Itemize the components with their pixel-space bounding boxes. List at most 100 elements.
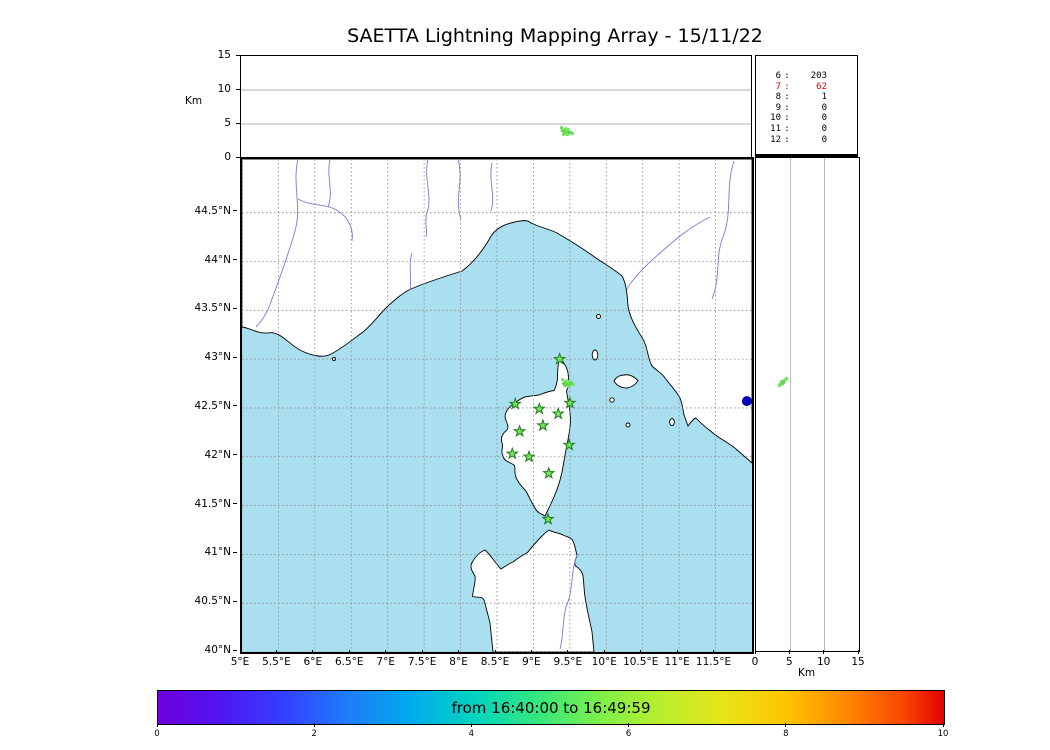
station-count-colon: : [784, 134, 790, 145]
altitude-ticklabel: 15 [851, 656, 865, 668]
map-x-tick [348, 650, 350, 654]
altitude-ticklabel: 5 [224, 117, 231, 129]
map-y-ticklabel: 44.5°N [194, 204, 231, 217]
map-x-ticklabel: 5.5°E [262, 656, 291, 668]
station-count-key: 9 [775, 102, 781, 113]
station-count-row: 7: 62 [766, 82, 827, 93]
station-count-colon: : [784, 123, 790, 134]
altitude-ticklabel: 0 [224, 151, 231, 163]
colorbar-tick [313, 723, 315, 727]
colorbar-ticklabel: 0 [154, 729, 160, 739]
altitude-longitude-panel [240, 55, 752, 158]
map-y-tick [233, 454, 237, 456]
right-panel-flash-points [777, 376, 789, 388]
map-x-ticklabel: 9.5°E [553, 656, 583, 668]
river-line [409, 252, 413, 291]
station-star-marker [551, 406, 565, 420]
station-count-value: 0 [821, 123, 827, 134]
map-x-tick [458, 650, 460, 654]
station-count-key: 7 [775, 81, 781, 92]
map-y-ticklabel: 40°N [204, 644, 231, 656]
blue-dot-marker [741, 396, 752, 407]
station-count-colon: : [784, 71, 790, 81]
river-line [297, 198, 353, 242]
colorbar-ticklabel: 4 [468, 729, 475, 739]
map-extra-markers [741, 396, 752, 407]
map-x-ticklabel: 6°E [303, 656, 323, 668]
map-x-ticklabel: 10°E [591, 656, 617, 668]
colorbar-tick [470, 723, 472, 727]
station-count-value: 0 [821, 134, 827, 145]
station-count-key: 11 [770, 123, 781, 134]
station-count-row: 12: 0 [766, 135, 827, 146]
top-panel-flash-points [559, 126, 575, 137]
station-count-row: 10: 0 [766, 113, 827, 124]
map-y-ticklabel: 41°N [204, 546, 231, 559]
map-x-ticklabel: 10.5°E [623, 656, 659, 668]
giglio-island [669, 417, 675, 427]
station-star-marker [532, 401, 546, 415]
station-count-row: 6: 203 [766, 71, 827, 82]
map-x-tick [275, 650, 277, 654]
station-count-colon: : [784, 92, 790, 103]
map-gridlines [242, 159, 752, 652]
station-count-value: 0 [821, 102, 827, 113]
station-stats-rows: 6: 203 7: 62 8: 1 9: 0 10: 0 11: 0 12: 0 [766, 71, 827, 145]
station-count-key: 12 [770, 134, 781, 145]
altitude-latitude-panel [755, 157, 860, 652]
river-line [626, 216, 711, 290]
station-count-row: 8: 1 [766, 92, 827, 103]
colorbar-ticklabel: 2 [311, 729, 317, 739]
river-line [457, 159, 462, 220]
altitude-ticklabel: 5 [785, 656, 793, 668]
station-star-marker [563, 396, 577, 409]
altitude-tick [857, 650, 859, 654]
map-x-ticklabel: 6.5°E [334, 656, 364, 668]
map-y-tick [233, 551, 237, 553]
map-x-tick [640, 650, 642, 654]
river-line [711, 160, 735, 300]
map-y-tick [233, 600, 237, 602]
station-count-key: 6 [775, 71, 781, 81]
flash-point [565, 132, 570, 137]
map-y-tick [233, 356, 237, 358]
map-x-ticklabel: 9°E [522, 656, 541, 668]
colorbar-tick [628, 723, 630, 727]
map-y-ticklabel: 43°N [204, 351, 231, 364]
map-y-tick [233, 405, 237, 407]
station-count-row: 11: 0 [766, 124, 827, 135]
altitude-ticklabel: 0 [751, 656, 759, 668]
lma-station-markers [505, 352, 577, 525]
map-canvas [242, 159, 752, 652]
map-x-tick [239, 650, 241, 654]
montecristo-island [625, 422, 631, 428]
river-line [490, 162, 494, 212]
time-colorbar: from 16:40:00 to 16:49:59 [157, 690, 945, 725]
map-y-tick [233, 649, 237, 651]
flash-point [566, 384, 570, 389]
colorbar-tick [785, 723, 787, 727]
pianosa-island [609, 397, 615, 403]
station-star-marker [542, 466, 556, 480]
colorbar-tick [942, 723, 944, 727]
map-x-ticklabel: 8.5°E [480, 656, 510, 668]
station-count-row: 9: 0 [766, 103, 827, 114]
map-x-ticklabel: 7.5°E [407, 656, 437, 668]
map-y-ticklabel: 40.5°N [194, 595, 231, 608]
map-x-tick [530, 650, 532, 654]
altitude-tick [236, 156, 240, 158]
altitude-tick [788, 650, 790, 654]
river-line [327, 159, 331, 208]
station-star-marker [536, 418, 550, 432]
river-line [255, 159, 299, 328]
top-panel-ylabel: Km [185, 95, 203, 107]
capraia-island [591, 349, 599, 361]
altitude-tick [236, 88, 240, 90]
altitude-tick [236, 54, 240, 56]
map-x-tick [421, 650, 423, 654]
altitude-tick [823, 650, 825, 654]
map-x-ticklabel: 8°E [449, 656, 468, 668]
flash-point [560, 129, 564, 133]
altitude-tick [236, 122, 240, 124]
